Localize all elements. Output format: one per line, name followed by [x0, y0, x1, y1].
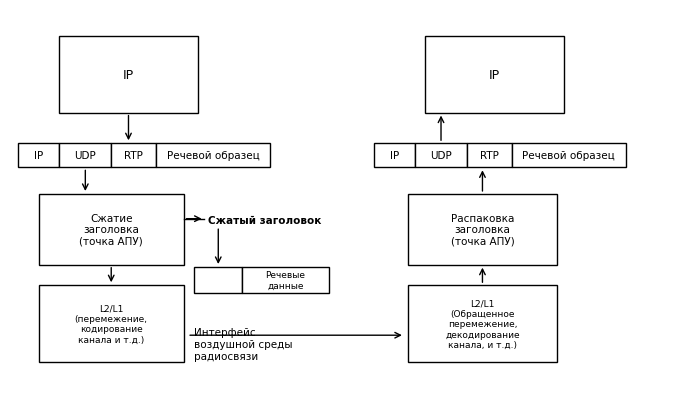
Text: IP: IP: [123, 69, 134, 81]
Text: L2/L1
(Обращенное
перемежение,
декодирование
канала, и т.д.): L2/L1 (Обращенное перемежение, декодиров…: [445, 299, 520, 349]
Bar: [408, 195, 556, 265]
Text: Распаковка
заголовка
(точка АПУ): Распаковка заголовка (точка АПУ): [451, 213, 514, 246]
Bar: [18, 144, 59, 168]
Bar: [156, 144, 270, 168]
Bar: [59, 36, 198, 114]
Bar: [38, 195, 184, 265]
Text: UDP: UDP: [75, 151, 96, 161]
Text: Речевой образец: Речевой образец: [522, 151, 615, 161]
Text: RTP: RTP: [480, 151, 499, 161]
Bar: [374, 144, 415, 168]
Text: L2/L1
(перемежение,
кодирование
канала и т.д.): L2/L1 (перемежение, кодирование канала и…: [75, 304, 147, 344]
Bar: [243, 267, 329, 294]
Text: UDP: UDP: [430, 151, 452, 161]
Text: IP: IP: [34, 151, 43, 161]
Bar: [194, 267, 243, 294]
Text: Сжатый заголовок: Сжатый заголовок: [208, 216, 322, 225]
Bar: [38, 285, 184, 362]
Text: IP: IP: [489, 69, 500, 81]
Text: Речевые
данные: Речевые данные: [266, 271, 305, 290]
Bar: [111, 144, 156, 168]
Bar: [59, 144, 111, 168]
Bar: [467, 144, 512, 168]
Text: Интерфейс
воздушной среды
радиосвязи: Интерфейс воздушной среды радиосвязи: [194, 328, 293, 361]
Text: Речевой образец: Речевой образец: [167, 151, 259, 161]
Bar: [415, 144, 467, 168]
Bar: [408, 285, 556, 362]
Text: IP: IP: [390, 151, 399, 161]
Bar: [512, 144, 626, 168]
Bar: [426, 36, 563, 114]
Text: RTP: RTP: [124, 151, 143, 161]
Text: Сжатие
заголовка
(точка АПУ): Сжатие заголовка (точка АПУ): [80, 213, 143, 246]
